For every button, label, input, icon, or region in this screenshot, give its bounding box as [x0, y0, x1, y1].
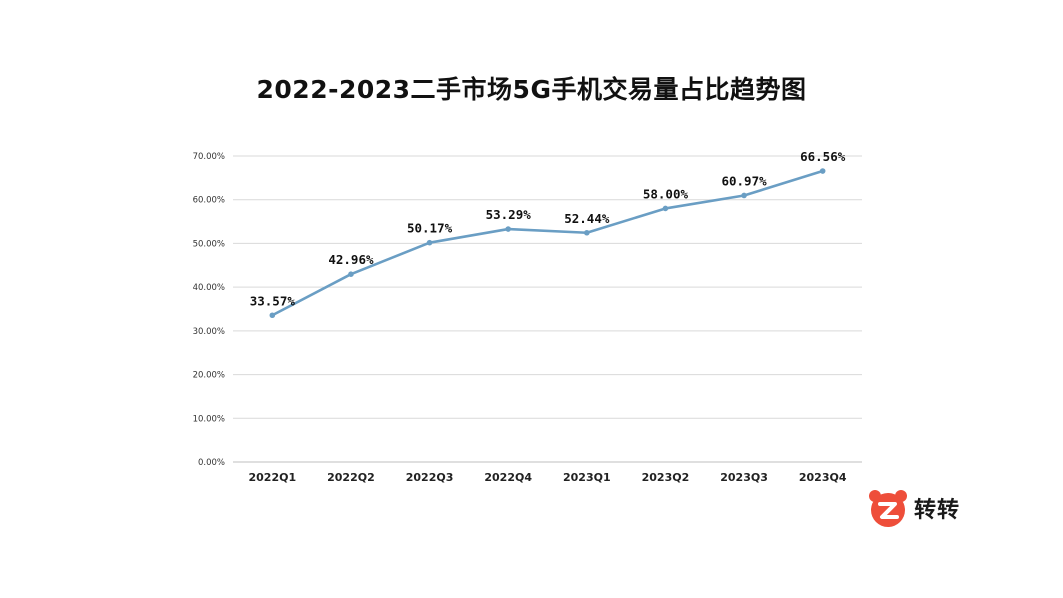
data-point — [819, 168, 826, 174]
data-label: 42.96% — [328, 252, 374, 267]
data-point — [269, 312, 276, 319]
x-tick-label: 2022Q4 — [484, 471, 532, 484]
x-tick-label: 2022Q2 — [327, 471, 375, 484]
data-label: 33.57% — [250, 293, 296, 308]
y-tick-label: 70.00% — [193, 152, 225, 162]
y-tick-label: 40.00% — [193, 283, 225, 293]
y-tick-label: 10.00% — [193, 414, 225, 424]
data-label: 52.44% — [564, 211, 610, 226]
x-tick-label: 2023Q4 — [799, 471, 847, 484]
data-label: 50.17% — [407, 221, 453, 236]
y-tick-label: 50.00% — [193, 239, 225, 249]
zhuanzhuan-bear-logo-icon — [869, 490, 907, 527]
data-point — [662, 205, 669, 212]
y-tick-label: 60.00% — [193, 196, 225, 206]
data-label: 53.29% — [486, 207, 532, 222]
brand-logo: 转转 — [868, 488, 960, 528]
y-tick-label: 20.00% — [193, 371, 225, 381]
x-tick-label: 2023Q3 — [720, 471, 768, 484]
x-tick-label: 2022Q1 — [249, 471, 297, 484]
data-point — [741, 192, 747, 199]
data-point — [584, 229, 590, 236]
data-point — [426, 239, 433, 246]
chart-title: 2022-2023二手市场5G手机交易量占比趋势图 — [256, 75, 807, 104]
data-point — [348, 271, 354, 278]
x-tick-label: 2023Q2 — [642, 471, 690, 484]
y-tick-label: 30.00% — [193, 327, 225, 337]
brand-name: 转转 — [914, 498, 961, 523]
data-point — [505, 226, 511, 232]
data-label: 66.56% — [800, 149, 846, 164]
data-label: 58.00% — [643, 186, 689, 201]
data-label: 60.97% — [721, 173, 767, 188]
series-line — [271, 169, 824, 317]
y-tick-label: 0.00% — [198, 458, 225, 468]
x-tick-label: 2023Q1 — [563, 471, 611, 484]
x-tick-label: 2022Q3 — [406, 471, 454, 484]
